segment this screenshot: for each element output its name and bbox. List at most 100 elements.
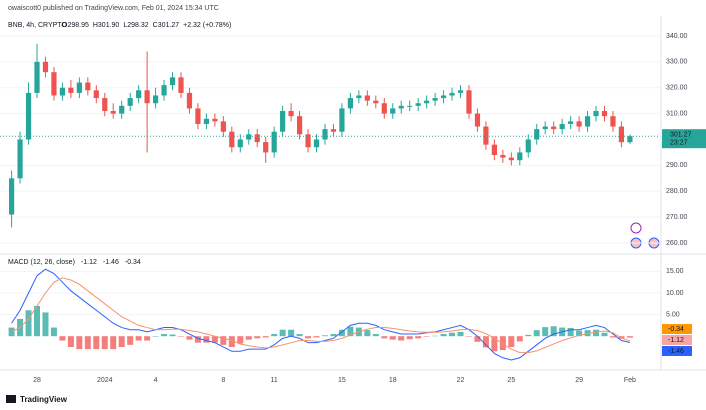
histogram-bar (482, 336, 489, 348)
candle-body (195, 108, 201, 124)
histogram-bar (626, 336, 633, 338)
histogram-bar (330, 334, 337, 337)
candle-body (93, 90, 99, 99)
candle-body (288, 111, 294, 117)
histogram-bar (50, 327, 57, 337)
y-tick-label: 280.00 (666, 188, 688, 195)
value-box-label: -0.34 (668, 326, 684, 333)
histogram-bar (593, 329, 600, 337)
histogram-bar (220, 336, 227, 345)
histogram-bar (271, 334, 278, 337)
histogram-bar (609, 336, 616, 338)
candle-body (491, 144, 497, 156)
histogram-bar (364, 330, 371, 337)
candle-body (51, 72, 57, 96)
candle-body (9, 178, 15, 215)
candle-body (119, 105, 125, 114)
histogram-bar (288, 329, 295, 337)
y-tick-label: 260.00 (666, 240, 688, 247)
candle-body (313, 139, 320, 148)
histogram-bar (296, 334, 303, 337)
candle-body (152, 95, 159, 104)
candle-body (551, 126, 557, 130)
macd-line (11, 277, 631, 354)
histogram-bar (398, 336, 405, 341)
histogram-bar (415, 336, 422, 339)
candle-body (542, 126, 548, 130)
candle-body (178, 77, 184, 93)
histogram-bar (432, 335, 439, 337)
histogram-bar (499, 336, 506, 351)
histogram-bar (211, 336, 218, 343)
candle-body (440, 95, 447, 99)
candle-body (576, 121, 582, 127)
y-tick-label: 15.00 (666, 268, 684, 275)
y-tick-label: 320.00 (666, 85, 688, 92)
candle-body (322, 129, 328, 140)
candle-body (136, 90, 142, 99)
value-box-label: -1.46 (668, 348, 684, 355)
histogram-bar (25, 310, 32, 337)
histogram-bar (491, 336, 498, 352)
candle-body (17, 139, 23, 179)
y-tick-label: 330.00 (666, 59, 688, 66)
histogram-bar (169, 334, 176, 337)
x-tick-label: 22 (457, 377, 465, 384)
candle-body (373, 100, 379, 104)
histogram-bar (305, 336, 312, 339)
indicator-title: MACD (12, 26, close) (8, 259, 75, 266)
candle-body (398, 105, 404, 109)
histogram-bar (152, 336, 159, 337)
candle-body (102, 98, 108, 112)
histogram-bar (203, 336, 210, 343)
histogram-bar (67, 336, 74, 347)
candle-body (212, 118, 218, 122)
candle-body (280, 111, 286, 132)
logo-mark (6, 395, 16, 403)
candle-body (432, 98, 438, 101)
candle-body (424, 100, 430, 104)
x-tick-label: 4 (154, 377, 158, 384)
histogram-bar (161, 334, 168, 337)
ohlc-label: +2.32 (+0.78%) (183, 22, 231, 29)
candle-body (466, 90, 472, 114)
ohlc-label: O298.95 (62, 22, 89, 29)
histogram-bar (76, 336, 83, 350)
ohlc-label: L298.32 (123, 22, 148, 29)
candle-body (76, 82, 82, 93)
histogram-bar (279, 329, 286, 337)
histogram-bar (423, 336, 430, 337)
histogram-bar (144, 336, 151, 341)
ohlc-label: C301.27 (153, 22, 180, 29)
candle-body (364, 95, 370, 101)
histogram-bar (567, 327, 574, 337)
histogram-bar (533, 330, 540, 337)
histogram-bar (321, 335, 328, 337)
candle-body (347, 98, 353, 109)
candle-body (237, 139, 243, 148)
histogram-bar (474, 336, 481, 342)
candle-body (627, 136, 633, 143)
histogram-bar (101, 336, 108, 350)
candle-body (110, 111, 116, 114)
histogram-bar (262, 336, 269, 338)
candle-body (330, 129, 337, 132)
y-tick-label: 310.00 (666, 110, 688, 117)
value-box (662, 335, 692, 345)
indicator-value: -0.34 (125, 259, 141, 266)
histogram-bar (237, 336, 244, 344)
histogram-bar (254, 336, 261, 339)
y-tick-label: 290.00 (666, 162, 688, 169)
value-box (662, 346, 692, 356)
histogram-bar (457, 331, 464, 337)
histogram-bar (118, 336, 125, 347)
candle-body (610, 116, 616, 127)
histogram-bar (347, 326, 354, 337)
value-box (662, 324, 692, 334)
y-tick-label: 340.00 (666, 33, 688, 40)
x-tick-label: 18 (389, 377, 397, 384)
candle-body (263, 142, 269, 153)
last-price-label: 301.27 (670, 132, 692, 139)
